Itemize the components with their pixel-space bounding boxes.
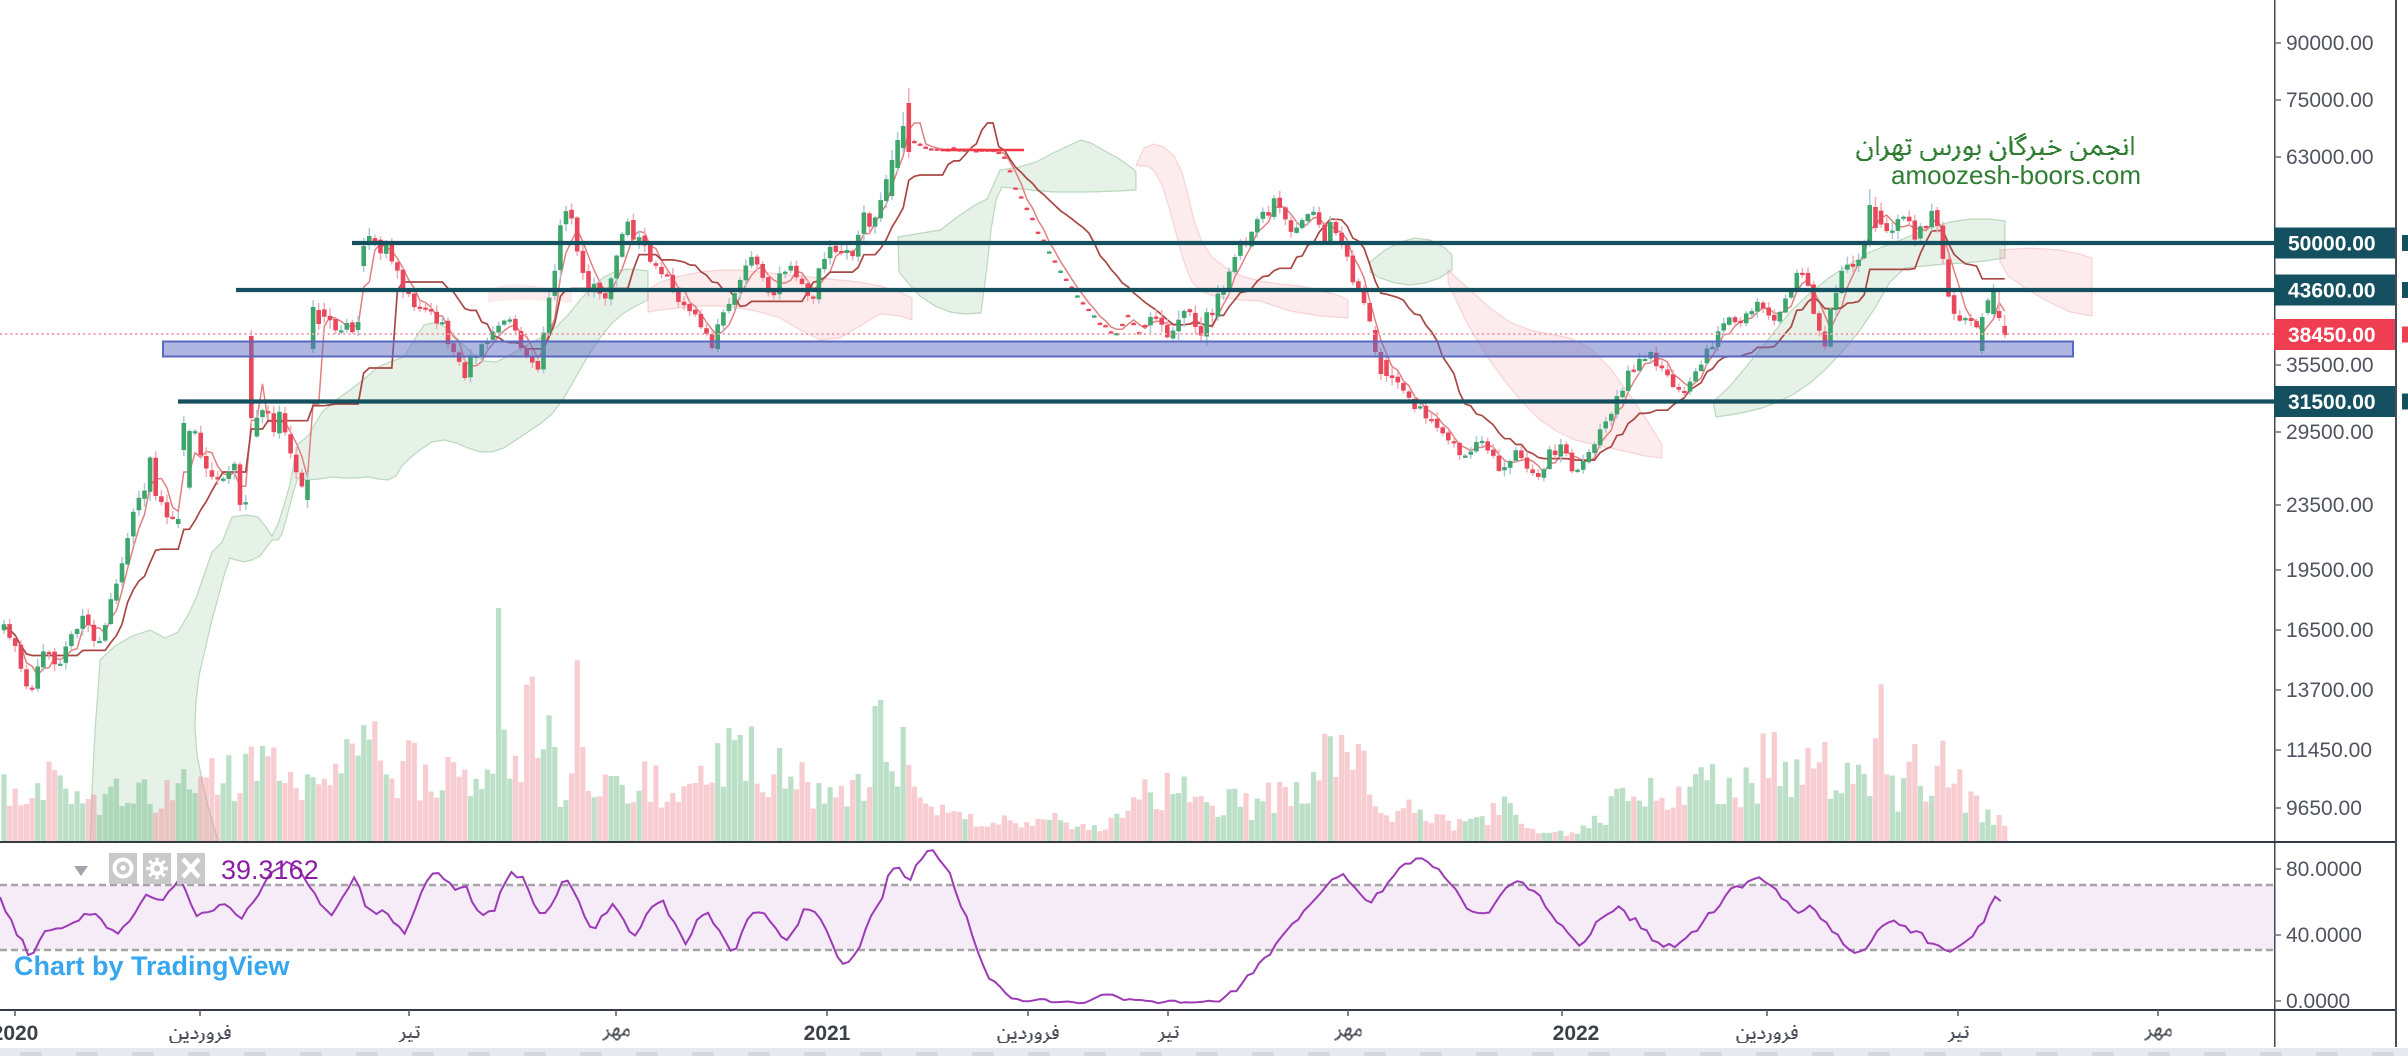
- svg-text:63000.00: 63000.00: [2286, 146, 2374, 169]
- svg-text:40.0000: 40.0000: [2286, 924, 2362, 947]
- svg-text:80.0000: 80.0000: [2286, 858, 2362, 881]
- svg-text:2021: 2021: [804, 1022, 851, 1045]
- svg-text:11450.00: 11450.00: [2286, 739, 2372, 762]
- svg-text:0.0000: 0.0000: [2286, 990, 2350, 1013]
- svg-text:Chart by TradingView: Chart by TradingView: [14, 951, 291, 981]
- svg-text:29500.00: 29500.00: [2286, 421, 2374, 444]
- svg-text:13700.00: 13700.00: [2286, 679, 2374, 702]
- svg-text:35500.00: 35500.00: [2286, 354, 2374, 377]
- svg-text:16500.00: 16500.00: [2286, 619, 2374, 642]
- svg-text:50000.00: 50000.00: [2288, 233, 2376, 256]
- svg-text:90000.00: 90000.00: [2286, 32, 2374, 55]
- svg-text:amoozesh-boors.com: amoozesh-boors.com: [1891, 160, 2141, 190]
- svg-text:75000.00: 75000.00: [2286, 89, 2374, 112]
- svg-text:43600.00: 43600.00: [2288, 280, 2376, 303]
- svg-text:9650.00: 9650.00: [2286, 797, 2362, 820]
- svg-text:31500.00: 31500.00: [2288, 391, 2376, 414]
- svg-text:19500.00: 19500.00: [2286, 559, 2374, 582]
- svg-text:38450.00: 38450.00: [2288, 324, 2376, 347]
- svg-text:23500.00: 23500.00: [2286, 494, 2374, 517]
- svg-text:39.3162: 39.3162: [221, 855, 319, 885]
- svg-text:2022: 2022: [1553, 1022, 1600, 1045]
